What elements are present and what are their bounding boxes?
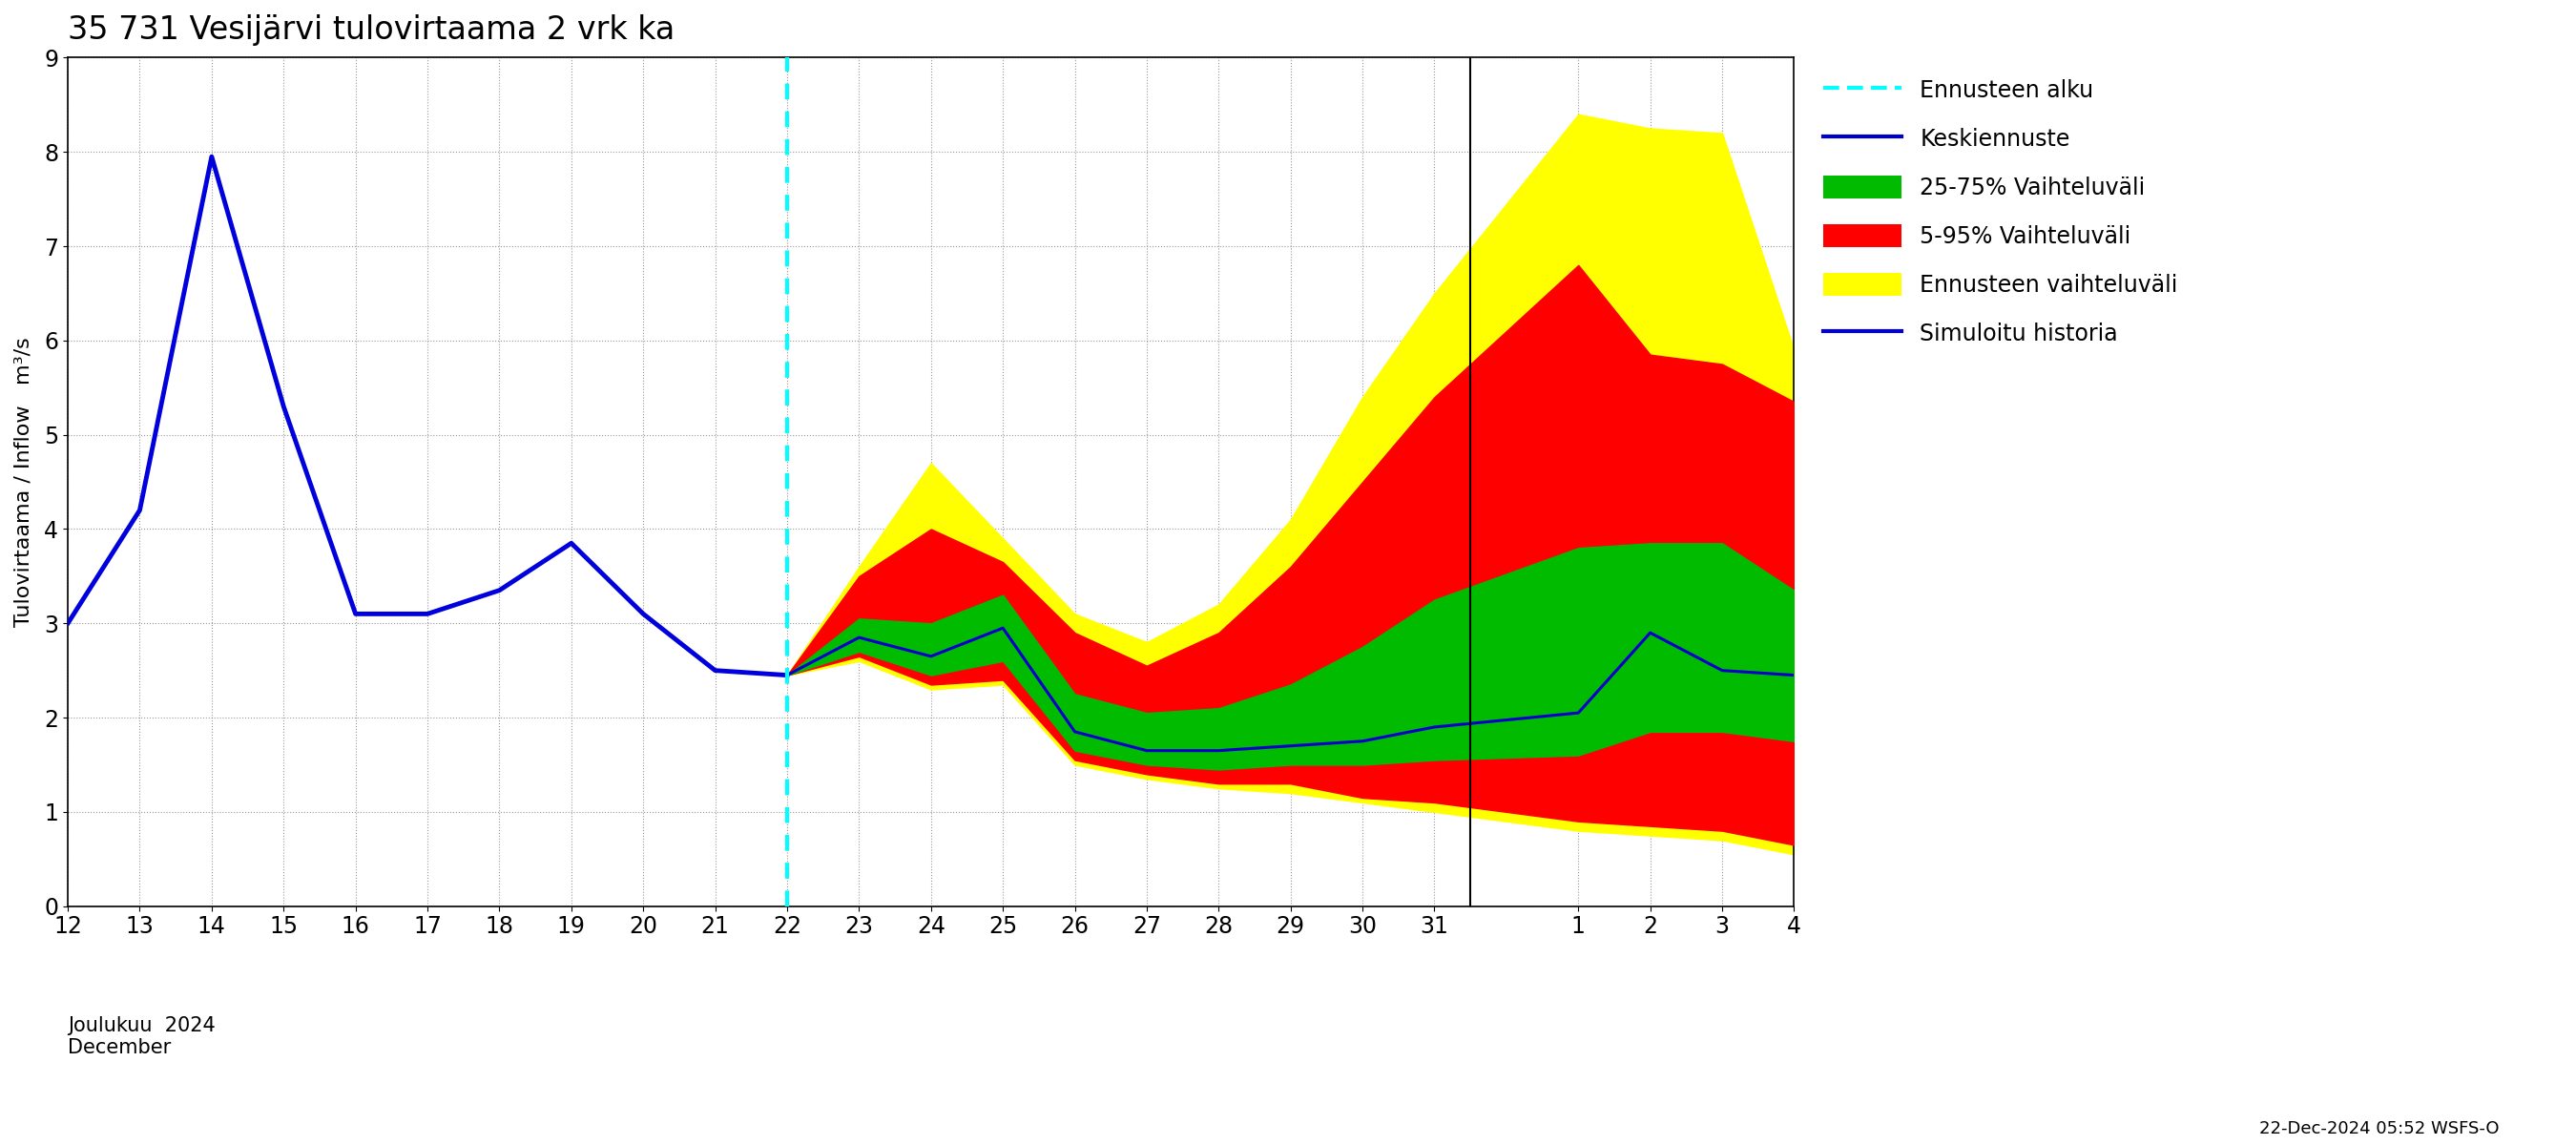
Y-axis label: Tulovirtaama / Inflow   m³/s: Tulovirtaama / Inflow m³/s <box>15 337 33 626</box>
Text: Joulukuu  2024
December: Joulukuu 2024 December <box>67 1017 216 1058</box>
Legend: Ennusteen alku, Keskiennuste, 25-75% Vaihteluväli, 5-95% Vaihteluväli, Ennusteen: Ennusteen alku, Keskiennuste, 25-75% Vai… <box>1814 69 2187 355</box>
Text: 22-Dec-2024 05:52 WSFS-O: 22-Dec-2024 05:52 WSFS-O <box>2259 1120 2499 1137</box>
Text: 35 731 Vesijärvi tulovirtaama 2 vrk ka: 35 731 Vesijärvi tulovirtaama 2 vrk ka <box>67 14 675 46</box>
